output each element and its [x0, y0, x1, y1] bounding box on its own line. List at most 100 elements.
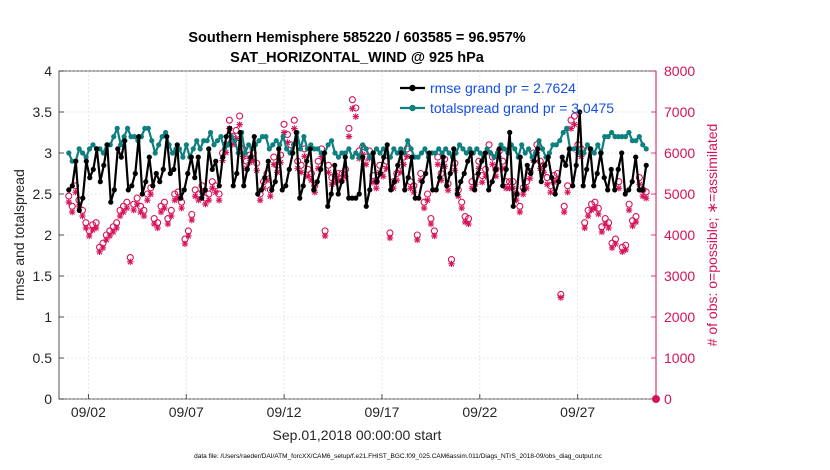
obs-assimilated-point	[168, 212, 175, 220]
rmse-point	[94, 146, 100, 152]
totalspread-point	[180, 154, 186, 160]
totalspread-point	[159, 134, 165, 140]
y-right-tick-label: 3000	[664, 268, 695, 284]
totalspread-point	[335, 154, 342, 160]
rmse-point	[391, 179, 397, 185]
totalspread-point	[456, 142, 463, 148]
obs-assimilated-point	[127, 258, 134, 265]
obs-assimilated-point	[79, 212, 86, 220]
rmse-point	[213, 158, 219, 164]
y-left-tick-label: 3.5	[33, 104, 53, 120]
totalspread-point	[131, 134, 138, 140]
rmse-point	[293, 129, 299, 136]
totalspread-point	[377, 150, 383, 156]
totalspread-point	[422, 146, 428, 152]
totalspread-point	[207, 129, 214, 136]
rmse-point	[269, 187, 275, 193]
rmse-point	[451, 146, 457, 152]
y-left-tick-label: 1.5	[33, 268, 53, 284]
rmse-point	[286, 166, 292, 172]
totalspread-point	[405, 138, 411, 144]
obs-assimilated-point	[612, 240, 619, 248]
totalspread-point	[273, 138, 279, 144]
rmse-point	[171, 166, 177, 172]
obs-possible-point	[352, 104, 360, 112]
rmse-point	[206, 146, 212, 152]
totalspread-point	[218, 134, 224, 140]
obs-possible-point	[290, 116, 298, 124]
rmse-point	[475, 170, 481, 177]
rmse-point	[220, 154, 226, 160]
rmse-point	[139, 191, 145, 197]
y-left-tick-label: 2	[44, 227, 52, 243]
totalspread-point	[584, 142, 591, 148]
rmse-point	[510, 203, 516, 209]
totalspread-point	[477, 150, 483, 156]
axes: 0 0.5 1 1.5 2 2.5 3 3.5 4 0 1000 2000 3000 4000 5000 60…	[33, 63, 696, 420]
rmse-point	[528, 170, 534, 177]
y-right-tick-label: 8000	[664, 63, 695, 79]
totalspread-point	[519, 142, 525, 148]
obs-assimilated-point	[386, 234, 394, 242]
rmse-point	[573, 162, 579, 168]
totalspread-point	[564, 125, 570, 131]
totalspread-point	[526, 146, 532, 152]
totalspread-point	[86, 146, 93, 152]
totalspread-point	[245, 142, 252, 148]
obs-assimilated-point	[178, 204, 185, 212]
totalspread-point	[214, 138, 221, 144]
rmse-point	[318, 166, 324, 172]
obs-assimilated-point	[420, 204, 428, 212]
obs-possible-point	[348, 96, 356, 104]
rmse-point	[633, 154, 639, 160]
obs-assimilated-point	[543, 181, 551, 188]
rmse-point	[626, 187, 632, 193]
totalspread-point	[522, 150, 528, 156]
x-tick-label: 09/27	[560, 404, 595, 420]
totalspread-point	[270, 142, 276, 148]
legend-totalspread-label: totalspread grand pr = 3.0475	[430, 100, 614, 116]
rmse-point	[402, 187, 408, 193]
totalspread-point	[284, 146, 290, 152]
rmse-point	[507, 129, 513, 136]
rmse-point	[279, 187, 285, 193]
rmse-point	[433, 187, 439, 193]
rmse-point	[426, 150, 432, 156]
totalspread-point	[446, 150, 452, 156]
rmse-point	[342, 154, 348, 160]
rmse-point	[444, 183, 450, 189]
rmse-point	[111, 187, 117, 193]
rmse-point	[360, 154, 366, 160]
obs-assimilated-point	[304, 173, 312, 180]
obs-possible-point	[314, 157, 322, 165]
obs-assimilated-point	[205, 196, 213, 204]
obs-assimilated-point	[625, 206, 633, 214]
rmse-point	[122, 138, 128, 144]
rmse-point	[157, 179, 163, 185]
y-right-tick-label: 2000	[664, 309, 695, 325]
totalspread-point	[643, 146, 649, 152]
rmse-point	[398, 150, 404, 156]
totalspread-point	[432, 150, 438, 156]
totalspread-point	[484, 146, 490, 152]
rmse-point	[108, 199, 114, 205]
rmse-point	[125, 187, 131, 193]
totalspread-point	[152, 150, 158, 156]
rmse-point	[629, 179, 635, 185]
obs-assimilated-point	[643, 194, 650, 202]
obs-possible-point	[225, 116, 233, 124]
y-left-tick-label: 2.5	[33, 186, 53, 202]
rmse-point	[248, 154, 254, 160]
rmse-point	[73, 158, 79, 164]
totalspread-point	[498, 142, 504, 148]
obs-assimilated-point	[434, 161, 441, 168]
totalspread-point	[349, 154, 355, 160]
rmse-point	[265, 158, 271, 164]
obs-assimilated-point	[479, 179, 486, 186]
obs-assimilated-point	[632, 218, 640, 226]
rmse-point	[440, 154, 446, 160]
obs-assimilated-point	[267, 192, 274, 200]
legend: rmse grand pr = 2.7624 totalspread grand…	[400, 80, 614, 116]
rmse-point	[622, 191, 628, 197]
rmse-point	[405, 175, 411, 181]
